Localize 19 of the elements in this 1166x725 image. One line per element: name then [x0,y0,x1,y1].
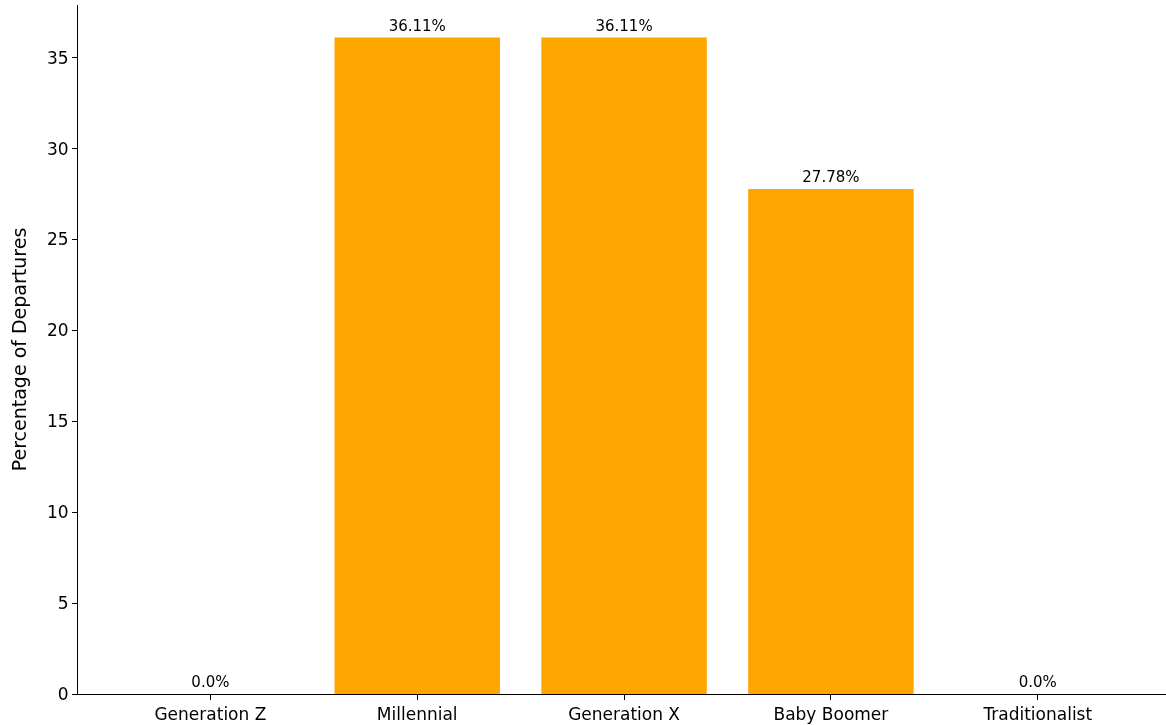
x-tick-label: Traditionalist [982,704,1093,725]
y-axis-title: Percentage of Departures [7,227,30,472]
x-tick-label: Baby Boomer [773,704,889,725]
data-label: 36.11% [388,16,446,35]
y-tick-label: 30 [46,138,69,159]
data-label: 36.11% [595,16,653,35]
x-tick-label: Generation Z [154,704,267,725]
y-tick-label: 25 [46,229,69,250]
y-tick-label: 20 [46,320,69,341]
y-tick-label: 15 [46,411,69,432]
data-label: 0.0% [1018,673,1057,691]
y-tick-label: 10 [46,502,69,523]
x-tick-label: Generation X [568,704,681,725]
y-tick-label: 0 [57,683,69,704]
y-tick-label: 5 [57,593,69,614]
y-tick-label: 35 [46,47,69,68]
data-label: 27.78% [802,167,860,186]
data-label: 0.0% [191,673,230,691]
x-tick-label: Millennial [376,704,458,725]
